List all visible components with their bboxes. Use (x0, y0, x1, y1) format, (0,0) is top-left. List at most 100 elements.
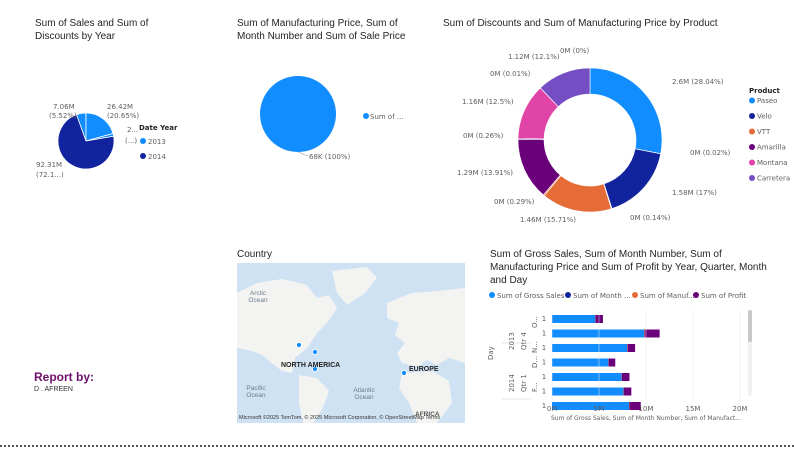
bar-chart-scrollbar[interactable] (748, 310, 752, 396)
map-label-north-america: NORTH AMERICA (281, 362, 341, 369)
pie1-label-92m-pct: (72.1...) (36, 171, 64, 179)
donut-legend-item[interactable]: Montana (757, 159, 788, 167)
donut-slice[interactable] (589, 67, 663, 155)
legend-2014[interactable]: 2014 (148, 153, 166, 161)
donut-data-label: 0M (0.14%) (630, 214, 671, 222)
eurasia-shape (387, 288, 465, 367)
bar-segment[interactable] (552, 373, 622, 381)
donut-data-label: 0M (0.01%) (490, 70, 531, 78)
donut-data-label: 0M (0.29%) (494, 198, 535, 206)
donut-legend-item[interactable]: Amarilla (757, 144, 786, 152)
pie1-label-26m-pct: (20.65%) (107, 112, 139, 120)
bar-legend-dot (693, 292, 699, 298)
bar-segment[interactable] (621, 373, 630, 381)
africa-shape (399, 371, 452, 423)
month-label-nov: N... (531, 341, 539, 353)
bar-legend-dot (489, 292, 495, 298)
donut-slices[interactable] (517, 67, 663, 213)
pie2-label: 68K (100%) (309, 153, 350, 161)
north-america-shape (237, 279, 337, 373)
donut-data-label: 0M (0.02%) (690, 149, 731, 157)
bar-segment[interactable] (629, 402, 641, 410)
visual-title: Sum of Discounts and Sum of Manufacturin… (443, 18, 718, 29)
month-label-oct: O... (531, 316, 539, 328)
discounts-by-product-visual[interactable]: Sum of Discounts and Sum of Manufacturin… (443, 17, 773, 30)
visual-title: Sum of Sales and Sum of Discounts by Yea… (35, 18, 149, 42)
bar-segment[interactable] (608, 358, 609, 367)
pie1-label-7m-pct: (5.52%) (49, 112, 77, 120)
year-label-2014: 2014 (508, 374, 516, 392)
sales-discounts-by-year-visual[interactable]: Sum of Sales and Sum of Discounts by Yea… (35, 17, 205, 197)
pie1-slices[interactable] (57, 112, 115, 170)
qtr-label-1: Qtr 1 (520, 374, 528, 392)
bar-legend-item[interactable]: Sum of Gross Sales (497, 292, 565, 300)
manufacturing-price-pie-chart[interactable]: 68K (100%) Sum of ... (230, 60, 430, 170)
report-by-block: Report by: D . AFREEN (34, 370, 94, 393)
pie2-legend[interactable]: Sum of ... (370, 113, 404, 121)
visual-title: Sum of Manufacturing Price, Sum of Month… (237, 18, 406, 42)
bar-segment[interactable] (552, 344, 628, 352)
row-day-label: 1 (542, 402, 546, 410)
donut-data-label: 0M (0%) (560, 47, 590, 55)
donut-legend-dot (749, 144, 755, 150)
bar-legend-dot (632, 292, 638, 298)
sales-discounts-pie-chart[interactable]: 7.06M (5.52%) 26.42M (20.65%) 2... (...)… (0, 90, 230, 190)
donut-slice[interactable] (539, 67, 591, 108)
donut-legend[interactable]: Paseo Velo VTT Amarilla Montana Carretera (749, 97, 790, 183)
pie1-slice[interactable] (85, 112, 114, 142)
bar-segment[interactable] (627, 344, 636, 352)
bar-segment[interactable] (644, 329, 645, 338)
donut-legend-item[interactable]: Paseo (757, 97, 777, 105)
bar-legend[interactable]: Sum of Gross Sales Sum of Month ... Sum of… (489, 292, 746, 300)
bar-legend-item[interactable]: Sum of Month ... (573, 292, 631, 300)
gross-sales-bar-chart[interactable]: Sum of Gross Sales Sum of Month ... Sum of… (484, 288, 784, 428)
bar-legend-item[interactable]: Sum of Profit (701, 292, 746, 300)
donut-legend-item[interactable]: VTT (757, 128, 771, 136)
y-axis-title: Day (487, 346, 495, 360)
row-day-label: 1 (542, 344, 546, 352)
legend-2013[interactable]: 2013 (148, 138, 166, 146)
donut-data-label: 2.6M (28.04%) (672, 78, 724, 86)
gross-sales-bar-visual[interactable]: Sum of Gross Sales, Sum of Month Number,… (490, 248, 770, 287)
world-map[interactable]: Arctic Ocean NORTH AMERICA EUROPE Pacifi… (237, 263, 465, 423)
pie1-legend-title: Date Year (139, 124, 178, 132)
report-author: D . AFREEN (34, 386, 73, 393)
bar-segment[interactable] (644, 329, 660, 338)
pie1-label-92m: 92.31M (36, 161, 62, 169)
map-label-pacific: Pacific Ocean (246, 385, 266, 399)
country-map-visual[interactable]: Country (237, 248, 467, 261)
bar-segment[interactable] (629, 402, 630, 410)
donut-legend-dot (749, 159, 755, 166)
donut-legend-item[interactable]: Carretera (757, 175, 790, 183)
row-day-label: 1 (542, 359, 546, 367)
bar-legend-item[interactable]: Sum of Manuf... (640, 292, 695, 300)
bar-segment[interactable] (621, 373, 623, 381)
donut-slice[interactable] (603, 148, 662, 209)
scrollbar-thumb[interactable] (748, 310, 752, 342)
map-attribution[interactable]: Microsoft ©2025 TomTom, © 2025 Microsoft… (239, 415, 441, 421)
bar-segment[interactable] (552, 387, 624, 396)
pie1-slice[interactable] (57, 114, 115, 170)
bar-segment[interactable] (552, 315, 596, 323)
pie1-label-small-pct: (...) (125, 137, 137, 145)
pie2-slice[interactable] (260, 76, 336, 152)
product-donut-chart[interactable]: 2.6M (28.04%) 0M (0.02%) 1.58M (17%) 0M (0.… (450, 40, 794, 230)
map-point-canada[interactable] (296, 342, 302, 348)
row-day-label: 1 (542, 315, 546, 323)
map-point-usa[interactable] (312, 349, 318, 355)
bar-segment[interactable] (608, 358, 616, 367)
donut-legend-item[interactable]: Velo (757, 113, 772, 121)
bar-segment[interactable] (552, 329, 645, 338)
donut-legend-dot (749, 113, 755, 119)
map-point-mexico[interactable] (312, 366, 318, 372)
bar-segment[interactable] (623, 387, 632, 396)
bar-segment[interactable] (623, 387, 624, 396)
bar-segment[interactable] (552, 358, 609, 367)
row-day-label: 1 (542, 388, 546, 396)
manufacturing-price-visual[interactable]: Sum of Manufacturing Price, Sum of Month… (237, 17, 427, 43)
bar-marks[interactable]: 1 1 1 1 1 1 1 (542, 315, 660, 410)
bar-segment[interactable] (627, 344, 628, 352)
map-point-europe[interactable] (401, 370, 407, 376)
south-america-shape (299, 375, 329, 423)
bar-segment[interactable] (552, 402, 630, 410)
